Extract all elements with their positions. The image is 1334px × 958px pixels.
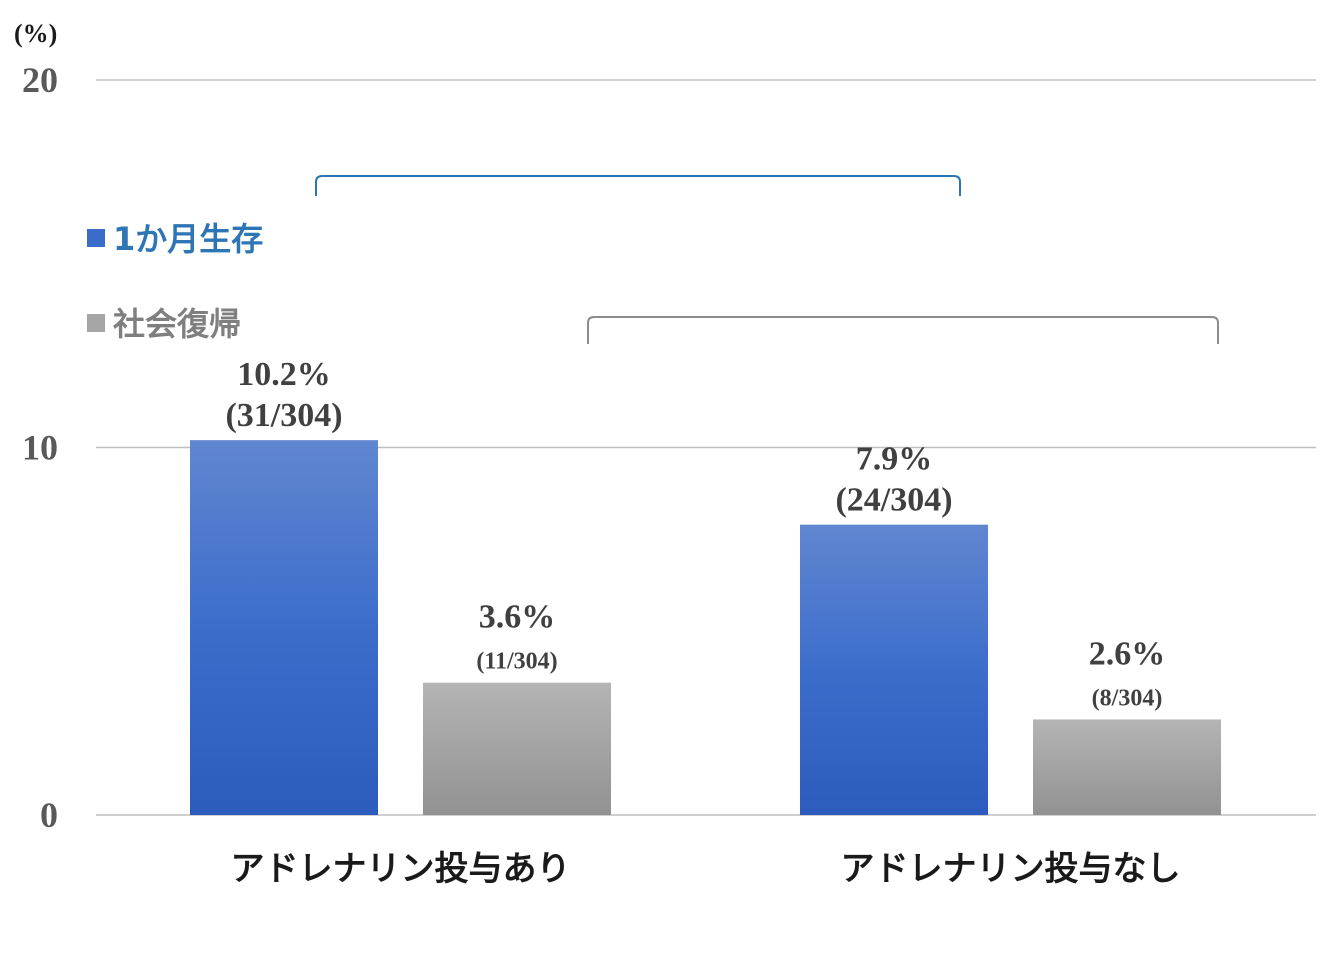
data-label-percent: 7.9% [856,441,933,478]
comparison-bracket-return [587,316,1219,344]
legend-marker-2 [87,314,105,332]
y-axis-ticks: 0 10 20 [22,60,58,835]
bar-survival [800,524,988,815]
y-axis-unit: (%) [14,19,57,48]
data-label-percent: 10.2% [237,356,331,393]
legend-label: 社会復帰 [113,305,241,343]
data-label-count: (31/304) [225,397,342,434]
y-tick-label: 20 [22,60,58,100]
bar-social-return [423,682,611,815]
data-label-count: (24/304) [835,482,952,519]
data-label-percent: 2.6% [1089,635,1166,672]
data-label-count: (8/304) [1092,685,1163,711]
legend-marker-1 [87,229,105,247]
y-tick-label: 0 [40,795,58,835]
bar-social-return [1033,719,1221,815]
data-labels: 10.2% (31/304) 3.6% (11/304) 7.9% (24/304) 2.6… [225,356,1165,711]
bar-survival [190,440,378,815]
data-label-percent: 3.6% [479,599,556,636]
x-tick-label: アドレナリン投与あり [231,849,571,889]
comparison-bracket-survival [315,175,961,196]
data-label-count: (11/304) [476,649,557,675]
x-tick-label: アドレナリン投与なし [841,849,1181,889]
y-tick-label: 10 [22,428,58,468]
bars [190,440,1221,815]
x-axis-labels: アドレナリン投与あり アドレナリン投与なし [231,849,1181,889]
legend-label: 1か月生存 [113,220,263,258]
